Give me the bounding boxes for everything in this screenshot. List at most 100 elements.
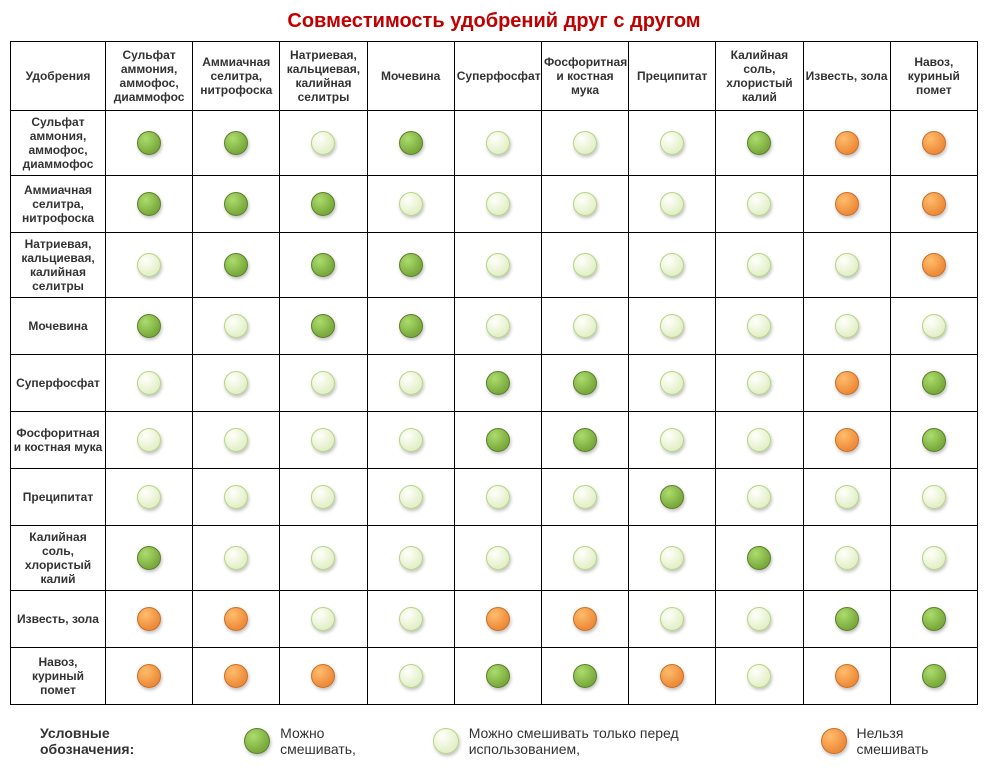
matrix-cell (454, 469, 541, 526)
status-dot (660, 664, 684, 688)
status-dot (922, 314, 946, 338)
matrix-cell (629, 176, 716, 233)
status-dot (835, 371, 859, 395)
matrix-cell (454, 176, 541, 233)
matrix-cell (280, 526, 367, 591)
matrix-cell (629, 526, 716, 591)
matrix-cell (716, 111, 803, 176)
matrix-cell (541, 298, 628, 355)
matrix-cell (367, 526, 454, 591)
column-header: Натриевая, кальциевая, калийная селитры (280, 42, 367, 111)
matrix-cell (106, 111, 193, 176)
matrix-cell (629, 591, 716, 648)
table-row: Фосфоритная и костная мука (11, 412, 978, 469)
status-dot (399, 607, 423, 631)
legend-item: Можно смешивать, (244, 725, 403, 757)
status-dot (835, 546, 859, 570)
matrix-cell (716, 355, 803, 412)
status-dot (137, 192, 161, 216)
matrix-cell (193, 111, 280, 176)
status-dot (922, 131, 946, 155)
status-dot (399, 428, 423, 452)
matrix-cell (890, 111, 977, 176)
status-dot (137, 664, 161, 688)
matrix-cell (454, 591, 541, 648)
status-dot (747, 371, 771, 395)
status-dot (660, 546, 684, 570)
status-dot (835, 664, 859, 688)
matrix-cell (193, 355, 280, 412)
matrix-cell (716, 526, 803, 591)
matrix-cell (890, 298, 977, 355)
row-header: Мочевина (11, 298, 106, 355)
status-dot (311, 371, 335, 395)
status-dot (137, 371, 161, 395)
status-dot (922, 485, 946, 509)
matrix-cell (629, 233, 716, 298)
column-header: Сульфат аммония, аммофос, диаммофос (106, 42, 193, 111)
status-dot (660, 371, 684, 395)
status-dot (224, 664, 248, 688)
matrix-cell (803, 176, 890, 233)
matrix-cell (541, 176, 628, 233)
chart-title: Совместимость удобрений друг с другом (10, 10, 978, 33)
status-dot (922, 253, 946, 277)
status-dot (573, 314, 597, 338)
matrix-cell (890, 176, 977, 233)
matrix-cell (890, 526, 977, 591)
status-dot (486, 664, 510, 688)
matrix-cell (803, 355, 890, 412)
status-dot (835, 192, 859, 216)
status-dot (137, 314, 161, 338)
matrix-cell (890, 412, 977, 469)
compatibility-table: УдобренияСульфат аммония, аммофос, диамм… (10, 41, 978, 705)
status-dot (224, 607, 248, 631)
status-dot (486, 314, 510, 338)
matrix-cell (541, 648, 628, 705)
table-row: Суперфосфат (11, 355, 978, 412)
matrix-cell (454, 526, 541, 591)
column-header: Мочевина (367, 42, 454, 111)
status-dot (399, 664, 423, 688)
matrix-cell (716, 648, 803, 705)
status-dot (399, 192, 423, 216)
status-dot (311, 664, 335, 688)
matrix-cell (193, 412, 280, 469)
table-row: Калийная соль, хлористый калий (11, 526, 978, 591)
status-dot (224, 131, 248, 155)
legend-text: Можно смешивать, (280, 725, 403, 757)
matrix-cell (454, 412, 541, 469)
status-dot (835, 253, 859, 277)
matrix-cell (106, 298, 193, 355)
row-header: Суперфосфат (11, 355, 106, 412)
matrix-cell (629, 412, 716, 469)
status-dot (224, 371, 248, 395)
matrix-cell (541, 591, 628, 648)
row-header: Натриевая, кальциевая, калийная селитры (11, 233, 106, 298)
status-dot (486, 607, 510, 631)
status-dot (747, 314, 771, 338)
matrix-cell (803, 526, 890, 591)
status-dot (747, 131, 771, 155)
matrix-cell (106, 648, 193, 705)
table-row: Аммиачная селитра, нитрофоска (11, 176, 978, 233)
status-dot (660, 428, 684, 452)
matrix-cell (193, 469, 280, 526)
column-header: Навоз, куриный помет (890, 42, 977, 111)
matrix-cell (803, 648, 890, 705)
row-header: Навоз, куриный помет (11, 648, 106, 705)
matrix-cell (106, 591, 193, 648)
status-dot (922, 607, 946, 631)
status-dot (835, 131, 859, 155)
status-dot (821, 728, 847, 754)
matrix-cell (541, 526, 628, 591)
status-dot (311, 485, 335, 509)
status-dot (922, 664, 946, 688)
status-dot (486, 371, 510, 395)
status-dot (311, 253, 335, 277)
status-dot (399, 253, 423, 277)
status-dot (399, 314, 423, 338)
legend-text: Нельзя смешивать (857, 725, 978, 757)
status-dot (137, 428, 161, 452)
status-dot (922, 546, 946, 570)
